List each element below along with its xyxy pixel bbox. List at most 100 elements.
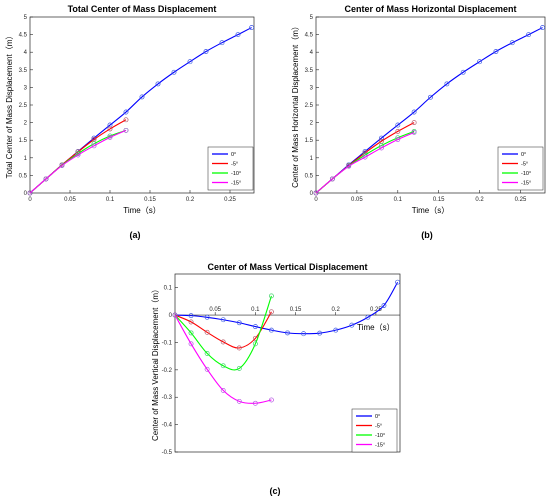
- data-point-marker: [220, 363, 226, 369]
- data-point-marker: [269, 397, 274, 403]
- x-tick-label: 0.05: [64, 197, 76, 203]
- y-tick-label: 5: [310, 15, 314, 21]
- data-point-marker: [107, 126, 113, 132]
- y-tick-label: -0.4: [162, 423, 173, 429]
- data-point-marker: [27, 190, 33, 196]
- data-point-marker: [362, 154, 368, 160]
- legend-label: -10°: [521, 171, 531, 177]
- y-tick-label: -0.1: [162, 340, 173, 346]
- data-point-marker: [253, 400, 258, 406]
- data-point-marker: [253, 324, 258, 329]
- legend-label: -5°: [375, 424, 382, 430]
- data-point-marker: [395, 122, 401, 128]
- data-point-marker: [123, 127, 129, 133]
- y-axis-label: Total Center of Mass Displacement（m）: [5, 32, 14, 179]
- data-point-marker: [253, 341, 258, 347]
- data-point-marker: [171, 69, 177, 75]
- data-point-marker: [236, 320, 242, 326]
- data-point-marker: [269, 327, 274, 333]
- chart-panel-3: 0.05 0.1 0.15 0.2 0.25 -0.5 -0.4 -0.3 -0.2 -0.1 0 0…: [151, 262, 401, 496]
- data-point-marker: [107, 122, 113, 128]
- data-point-marker: [395, 129, 401, 134]
- data-point-marker: [381, 303, 387, 308]
- chart-title: Center of Mass Horizontal Displacement: [344, 4, 516, 14]
- data-point-marker: [477, 59, 482, 65]
- data-point-marker: [493, 49, 499, 54]
- y-tick-label: -0.2: [162, 368, 173, 374]
- legend: 0° -5° -10° -15°: [207, 146, 254, 191]
- data-point-marker: [379, 145, 384, 151]
- data-point-marker: [540, 25, 545, 30]
- data-point-marker: [188, 341, 194, 347]
- data-point-marker: [203, 49, 209, 54]
- data-point-marker: [411, 130, 417, 135]
- legend-label: 0°: [375, 414, 380, 420]
- y-tick-label: 4: [24, 50, 28, 56]
- data-point-marker: [509, 40, 515, 46]
- series-line-3: [174, 295, 272, 371]
- y-axis-label: Center of Mass Horizontal Displacement（m…: [291, 22, 300, 188]
- y-tick-label: 2: [310, 121, 314, 127]
- data-point-marker: [220, 339, 226, 345]
- data-point-marker: [155, 81, 161, 87]
- x-tick-label: 0.2: [332, 307, 341, 313]
- y-tick-label: -0.3: [162, 395, 173, 401]
- legend-label: -15°: [231, 181, 241, 187]
- data-point-marker: [269, 293, 274, 299]
- legend-label: -15°: [375, 443, 385, 449]
- data-point-marker: [75, 152, 81, 158]
- series-line-4: [174, 314, 272, 404]
- x-tick-label: 0.15: [433, 197, 445, 203]
- series-line-4: [29, 129, 127, 194]
- data-point-marker: [346, 163, 352, 169]
- x-axis-label: Time（s）: [412, 206, 449, 215]
- x-tick-label: 0: [28, 197, 32, 203]
- chart-panel-2: 0 0.05 0.1 0.15 0.2 0.25 0 0.5 1 1.5 2 2.5 3 3.5 4 4.5 5…: [291, 4, 546, 240]
- data-point-marker: [317, 330, 322, 336]
- x-axis-label: Time（s）: [123, 206, 160, 215]
- y-tick-label: 4.5: [305, 33, 314, 39]
- y-tick-label: 0: [24, 191, 28, 197]
- data-point-marker: [187, 59, 193, 65]
- chart-title: Total Center of Mass Displacement: [68, 4, 217, 14]
- y-tick-label: 1: [310, 156, 314, 162]
- data-point-marker: [313, 190, 319, 196]
- legend-label: -15°: [521, 181, 531, 187]
- x-tick-label: 0.2: [186, 197, 195, 203]
- data-point-marker: [428, 94, 433, 100]
- legend-label: -10°: [231, 171, 241, 177]
- panel-label: (a): [130, 230, 141, 240]
- data-point-marker: [460, 69, 466, 75]
- x-tick-label: 0.25: [224, 197, 236, 203]
- data-point-marker: [249, 25, 254, 30]
- legend: 0° -5° -10° -15°: [351, 408, 398, 453]
- x-tick-label: 0.1: [394, 197, 403, 203]
- series-line-2: [174, 311, 272, 349]
- data-point-marker: [204, 366, 210, 372]
- x-tick-label: 0.15: [290, 307, 302, 313]
- data-point-marker: [379, 135, 384, 141]
- panel-label: (c): [270, 486, 281, 496]
- data-point-marker: [349, 322, 355, 328]
- chart-title: Center of Mass Vertical Displacement: [207, 262, 367, 272]
- data-point-marker: [107, 135, 113, 140]
- data-point-marker: [333, 327, 339, 333]
- data-point-marker: [204, 351, 210, 356]
- x-tick-label: 0.25: [515, 197, 527, 203]
- x-axis-label: Time（s）: [357, 323, 394, 332]
- y-tick-label: 4: [310, 50, 314, 56]
- x-tick-label: 0.1: [251, 307, 260, 313]
- data-point-marker: [526, 32, 531, 37]
- y-tick-label: 4.5: [19, 33, 28, 39]
- x-tick-label: 0.05: [351, 197, 363, 203]
- y-tick-label: 1.5: [19, 138, 28, 144]
- y-tick-label: 1: [24, 156, 28, 162]
- y-tick-label: 1.5: [305, 138, 314, 144]
- data-point-marker: [123, 109, 129, 115]
- data-point-marker: [123, 117, 129, 123]
- y-tick-label: 0: [310, 191, 314, 197]
- data-point-marker: [204, 314, 210, 320]
- data-point-marker: [269, 309, 274, 315]
- series-line-4: [315, 131, 415, 194]
